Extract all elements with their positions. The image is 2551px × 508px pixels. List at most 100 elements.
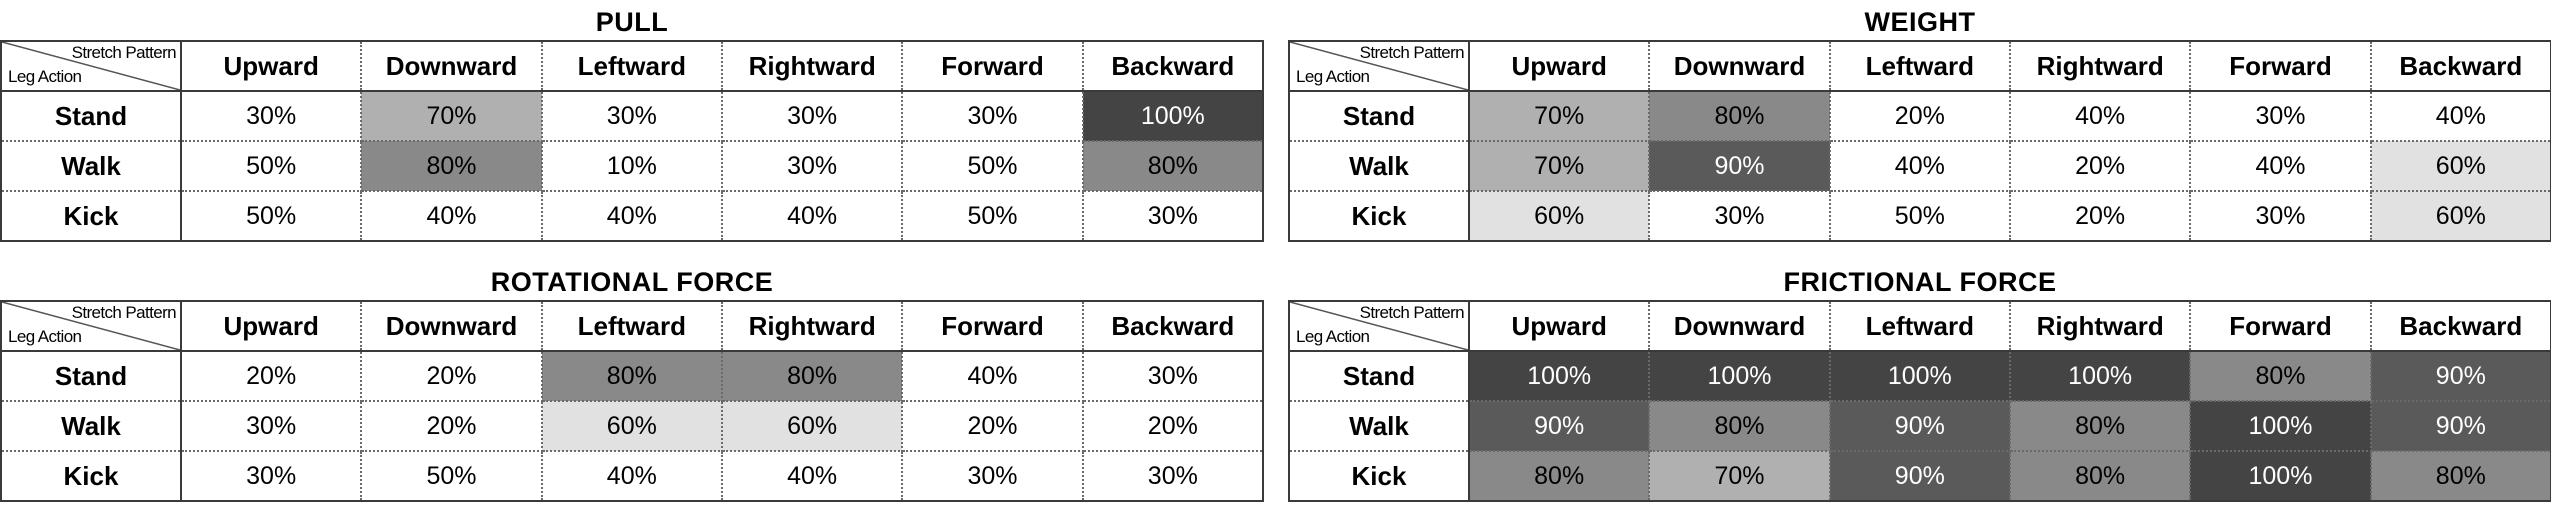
heatmap-cell: 30% <box>2190 91 2372 142</box>
heatmap-cell: 50% <box>1829 191 2011 241</box>
heatmap-cell: 80% <box>2370 451 2551 501</box>
heatmap-cell: 20% <box>902 401 1084 452</box>
table-row: Walk 30% 20% 60% 60% 20% 20% <box>1 401 1263 452</box>
column-header: Rightward <box>721 41 904 92</box>
column-header: Leftward <box>541 41 723 92</box>
heatmap-cell: 100% <box>1469 351 1651 402</box>
heatmap-cell: 90% <box>1469 401 1651 452</box>
heatmap-cell: 80% <box>1649 401 1831 452</box>
heatmap-table: Stretch Pattern Leg Action Upward Downward L… <box>0 40 1264 242</box>
row-label: Stand <box>1289 91 1470 142</box>
heatmap-cell: 70% <box>1469 91 1651 142</box>
heatmap-cell: 80% <box>2009 401 2192 452</box>
column-header: Backward <box>1082 41 1263 92</box>
chart-panel: FRICTIONAL FORCE Stretch Pattern Leg Acti… <box>1288 260 2551 502</box>
heatmap-cell: 80% <box>721 351 904 402</box>
column-header: Leftward <box>1829 41 2011 92</box>
heatmap-table: Stretch Pattern Leg Action Upward Downward L… <box>1288 300 2551 502</box>
heatmap-cell: 60% <box>721 401 904 452</box>
heatmap-cell: 20% <box>2009 141 2192 192</box>
heatmap-cell: 90% <box>1829 451 2011 501</box>
heatmap-cell: 80% <box>2009 451 2192 501</box>
heatmap-cell: 100% <box>1829 351 2011 402</box>
heatmap-cell: 20% <box>181 351 363 402</box>
table-row: Kick 30% 50% 40% 40% 30% 30% <box>1 451 1263 501</box>
column-header: Leftward <box>541 301 723 352</box>
table-row: Stand 20% 20% 80% 80% 40% 30% <box>1 351 1263 402</box>
heatmap-cell: 30% <box>181 401 363 452</box>
heatmap-cell: 80% <box>1082 141 1263 192</box>
heatmap-cell: 50% <box>181 191 363 241</box>
row-label: Stand <box>1289 351 1470 402</box>
row-axis-label: Leg Action <box>8 67 82 86</box>
column-header: Downward <box>361 41 543 92</box>
column-header: Backward <box>1082 301 1263 352</box>
heatmap-cell: 60% <box>1469 191 1651 241</box>
heatmap-cell: 100% <box>2009 351 2192 402</box>
column-header: Upward <box>1469 41 1651 92</box>
column-header: Rightward <box>2009 301 2192 352</box>
heatmap-cell: 40% <box>2190 141 2372 192</box>
heatmap-cell: 100% <box>1649 351 1831 402</box>
column-header: Backward <box>2370 41 2551 92</box>
heatmap-cell: 20% <box>1829 91 2011 142</box>
heatmap-cell: 80% <box>1469 451 1651 501</box>
heatmap-cell: 60% <box>541 401 723 452</box>
column-header: Forward <box>2190 301 2372 352</box>
heatmap-cell: 80% <box>2190 351 2372 402</box>
header-row: Stretch Pattern Leg Action Upward Downward L… <box>1 301 1263 352</box>
heatmap-cell: 90% <box>2370 351 2551 402</box>
column-header: Downward <box>361 301 543 352</box>
heatmap-cell: 40% <box>541 451 723 501</box>
heatmap-cell: 80% <box>1649 91 1831 142</box>
chart-panel: ROTATIONAL FORCE Stretch Pattern Leg Acti… <box>0 260 1264 502</box>
heatmap-cell: 30% <box>181 91 363 142</box>
heatmap-cell: 70% <box>361 91 543 142</box>
heatmap-cell: 30% <box>181 451 363 501</box>
heatmap-cell: 100% <box>1082 91 1263 142</box>
column-axis-label: Stretch Pattern <box>1359 43 1465 62</box>
chart-title: ROTATIONAL FORCE <box>490 267 774 297</box>
heatmap-cell: 100% <box>2190 451 2372 501</box>
row-label: Stand <box>1 91 182 142</box>
header-row: Stretch Pattern Leg Action Upward Downward L… <box>1 41 1263 92</box>
heatmap-cell: 30% <box>902 451 1084 501</box>
chart-panel: WEIGHT Stretch Pattern Leg Action Upward Do… <box>1288 0 2551 242</box>
heatmap-cell: 30% <box>1082 351 1263 402</box>
heatmap-cell: 90% <box>1829 401 2011 452</box>
header-row: Stretch Pattern Leg Action Upward Downward L… <box>1289 301 2551 352</box>
heatmap-cell: 30% <box>721 141 904 192</box>
header-row: Stretch Pattern Leg Action Upward Downward L… <box>1289 41 2551 92</box>
heatmap-cell: 60% <box>2370 141 2551 192</box>
corner-cell: Stretch Pattern Leg Action <box>1 41 182 92</box>
row-axis-label: Leg Action <box>1296 327 1370 346</box>
heatmap-cell: 20% <box>361 401 543 452</box>
column-header: Rightward <box>721 301 904 352</box>
chart-title: FRICTIONAL FORCE <box>1783 267 2057 297</box>
column-header: Forward <box>902 41 1084 92</box>
heatmap-cell: 40% <box>902 351 1084 402</box>
heatmap-cell: 40% <box>1829 141 2011 192</box>
heatmap-cell: 30% <box>1082 451 1263 501</box>
column-header: Upward <box>181 41 363 92</box>
heatmap-cell: 30% <box>1082 191 1263 241</box>
heatmap-cell: 70% <box>1649 451 1831 501</box>
heatmap-table: Stretch Pattern Leg Action Upward Downward L… <box>0 300 1264 502</box>
table-row: Walk 70% 90% 40% 20% 40% 60% <box>1289 141 2551 192</box>
heatmap-cell: 40% <box>541 191 723 241</box>
row-label: Kick <box>1 451 182 501</box>
heatmap-cell: 100% <box>2190 401 2372 452</box>
corner-cell: Stretch Pattern Leg Action <box>1289 301 1470 352</box>
table-row: Stand 30% 70% 30% 30% 30% 100% <box>1 91 1263 142</box>
table-row: Kick 60% 30% 50% 20% 30% 60% <box>1289 191 2551 241</box>
heatmap-cell: 50% <box>181 141 363 192</box>
heatmap-cell: 40% <box>2009 91 2192 142</box>
chart-title: WEIGHT <box>1864 7 1976 37</box>
column-axis-label: Stretch Pattern <box>1359 303 1465 322</box>
row-label: Stand <box>1 351 182 402</box>
heatmap-cell: 80% <box>361 141 543 192</box>
row-axis-label: Leg Action <box>1296 67 1370 86</box>
heatmap-cell: 50% <box>361 451 543 501</box>
heatmap-cell: 40% <box>2370 91 2551 142</box>
corner-cell: Stretch Pattern Leg Action <box>1 301 182 352</box>
